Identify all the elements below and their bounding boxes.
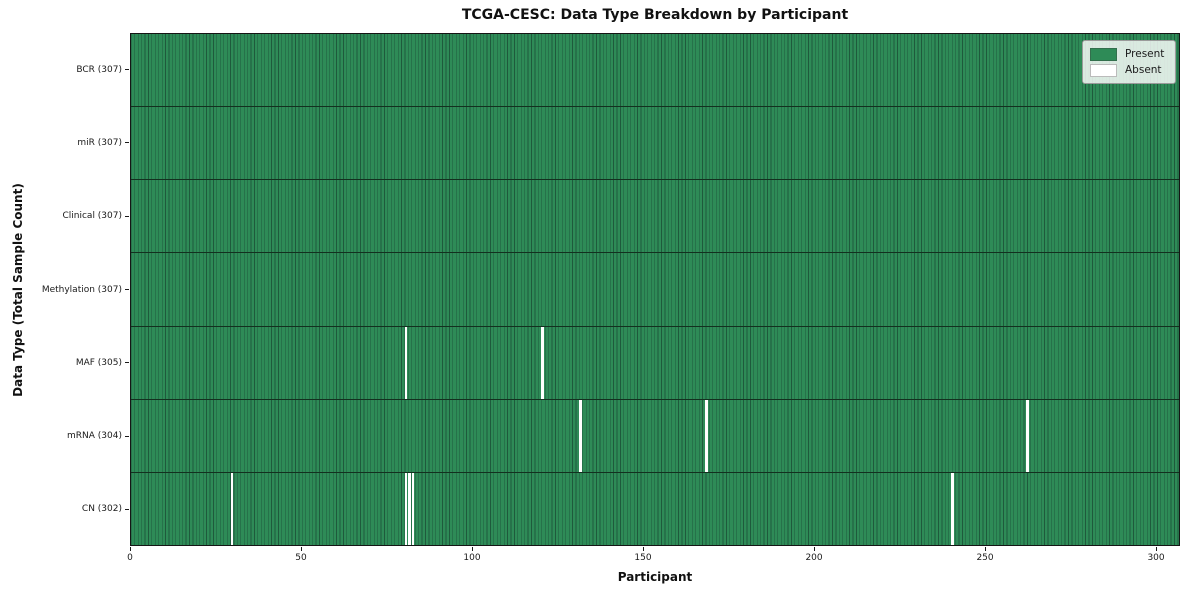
x-tick-mark [300,547,302,551]
x-tick-label: 100 [463,553,481,563]
x-tick-label: 50 [295,553,307,563]
absent-cell-marker [411,472,415,545]
x-tick-mark [642,547,644,551]
absent-cell-marker [408,472,411,545]
x-tick-label: 0 [127,553,133,563]
absent-cell-marker [404,472,408,545]
y-tick-mark [125,508,129,510]
heatmap-row-mrna [131,399,1179,473]
x-tick-mark [984,547,986,551]
heatmap-row-maf [131,326,1179,400]
y-tick-label-mrna: mRNA (304) [67,431,122,442]
x-axis-label: Participant [617,570,693,584]
legend-swatch-present-icon [1090,47,1117,61]
chart-title: TCGA-CESC: Data Type Breakdown by Partic… [461,7,849,23]
absent-cell-marker [705,399,708,472]
absent-cell-marker [541,326,545,399]
x-tick-mark [1155,547,1157,551]
heatmap-row-mir [131,107,1179,181]
y-tick-mark [125,215,129,217]
y-tick-mark [125,435,129,437]
legend: Present Absent [1082,40,1176,84]
x-tick-mark [813,547,815,551]
y-tick-label-clinical: Clinical (307) [62,211,122,222]
y-tick-label-cn: CN (302) [81,504,122,515]
x-tick-label: 300 [1147,553,1165,563]
legend-swatch-absent-icon [1090,63,1117,77]
x-tick-label: 250 [976,553,994,563]
x-tick-mark [471,547,473,551]
heatmap-row-cn [131,472,1179,545]
y-tick-mark [125,289,129,290]
x-tick-mark [129,547,131,551]
absent-cell-marker [404,326,408,399]
x-tick-label: 150 [634,553,652,563]
heatmap-plot-area [130,33,1180,546]
heatmap-row-clinical [131,180,1179,254]
legend-label-absent: Absent [1125,64,1162,76]
absent-cell-marker [230,472,234,545]
heatmap-row-methylation [131,253,1179,327]
y-tick-label-maf: MAF (305) [75,357,122,368]
legend-label-present: Present [1125,48,1165,60]
legend-entry-absent: Absent [1090,62,1168,78]
y-tick-label-bcr: BCR (307) [76,64,122,75]
y-tick-mark [125,69,129,71]
y-tick-mark [125,142,129,144]
y-tick-label-methylation: Methylation (307) [41,284,122,295]
legend-entry-present: Present [1090,46,1168,62]
absent-cell-marker [578,399,582,472]
y-tick-mark [125,362,129,364]
y-tick-label-mir: miR (307) [77,137,122,148]
heatmap-row-bcr [131,34,1179,108]
x-tick-label: 200 [805,553,823,563]
absent-cell-marker [1026,399,1029,472]
absent-cell-marker [950,472,954,545]
